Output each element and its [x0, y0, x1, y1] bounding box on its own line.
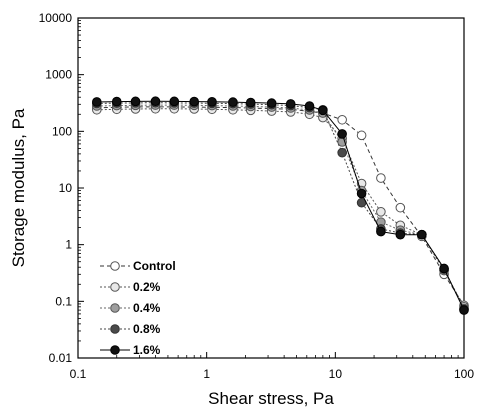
data-point: [92, 97, 102, 107]
data-point: [459, 305, 469, 315]
y-tick-label: 0.01: [49, 351, 73, 365]
data-point: [376, 173, 386, 183]
legend-marker: [110, 282, 120, 292]
legend-label: 0.2%: [133, 280, 161, 294]
y-tick-label: 1000: [45, 68, 72, 82]
legend-label: 0.8%: [133, 322, 161, 336]
data-point: [207, 97, 217, 107]
data-point: [417, 229, 427, 240]
legend: Control 0.2% 0.4% 0.8% 1.6%: [100, 259, 176, 357]
data-point: [169, 96, 180, 107]
data-point: [395, 202, 406, 213]
y-tick-label: 10000: [39, 11, 73, 25]
data-point: [337, 114, 347, 125]
data-point: [376, 207, 386, 217]
data-point: [356, 130, 367, 141]
data-point: [228, 97, 238, 107]
legend-marker: [110, 303, 120, 313]
data-point: [266, 98, 277, 108]
y-tick-label: 10: [59, 181, 73, 195]
x-tick-label: 1: [203, 367, 210, 381]
data-point: [245, 97, 256, 108]
data-point: [130, 96, 141, 107]
y-tick-label: 1: [65, 238, 72, 252]
data-point: [318, 105, 328, 116]
x-tick-label: 100: [454, 367, 474, 381]
legend-marker: [110, 324, 120, 334]
legend-marker: [110, 345, 120, 355]
legend-label: 0.4%: [133, 301, 161, 315]
data-point: [395, 229, 406, 240]
data-point: [189, 96, 199, 107]
data-point: [285, 99, 296, 109]
legend-label: Control: [133, 259, 176, 273]
legend-marker: [110, 261, 120, 271]
x-tick-label: 10: [329, 367, 343, 381]
data-point: [439, 263, 449, 274]
data-point: [337, 147, 347, 158]
series-layer: [92, 96, 469, 315]
series-5: [92, 96, 469, 315]
x-axis-title: Shear stress, Pa: [208, 389, 334, 408]
data-point: [111, 96, 122, 107]
data-point: [376, 226, 386, 237]
x-tick-label: 0.1: [70, 367, 87, 381]
y-tick-label: 100: [52, 124, 72, 138]
y-tick-label: 0.1: [55, 294, 72, 308]
series-line: [96, 106, 465, 306]
data-point: [304, 101, 315, 111]
y-axis-title: Storage modulus, Pa: [9, 108, 28, 267]
data-point: [356, 188, 367, 199]
legend-label: 1.6%: [133, 343, 161, 357]
data-point: [150, 96, 161, 107]
axes: 0.01 0.1 1 10 100 1000 10000 0.1 1 10 100: [39, 11, 475, 381]
data-point: [337, 129, 347, 139]
